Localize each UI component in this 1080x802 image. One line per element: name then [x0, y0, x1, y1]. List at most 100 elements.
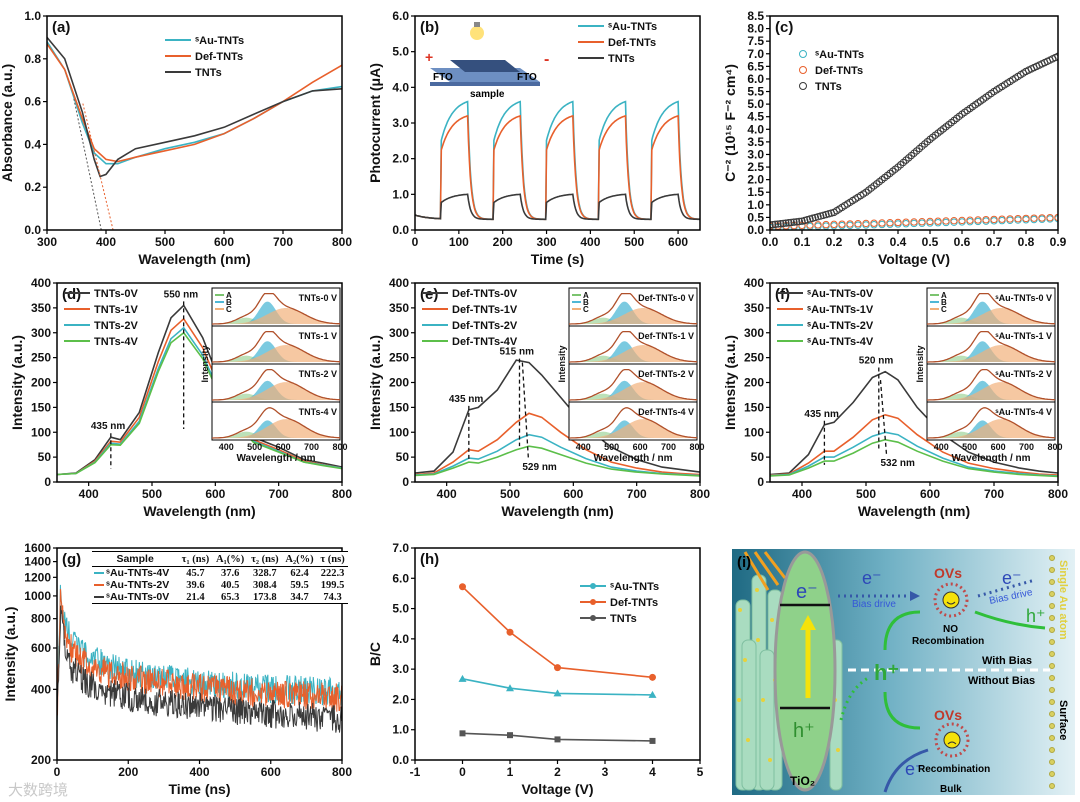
table-row: ˢAu-TNTs-2V 39.6 40.5 308.4 59.5 199.5	[92, 579, 348, 591]
y-tick-label: 6.5	[747, 59, 764, 73]
cell-text: 173.8	[253, 591, 277, 603]
excitation-arrowhead	[800, 615, 816, 630]
x-tick-label: 5	[697, 765, 704, 779]
y-tick-label: 50	[396, 450, 410, 464]
x-tick-label: 600	[261, 765, 281, 779]
fitted-curve	[212, 407, 340, 439]
au-atom-dot	[1049, 603, 1055, 609]
col-header: A₁(%)	[212, 551, 248, 567]
y-tick-label: 150	[31, 400, 51, 414]
fitted-curve	[569, 330, 698, 363]
legend-swatch	[94, 572, 104, 575]
legend-entry: TNTs	[799, 81, 842, 93]
x-tick-label: 700	[273, 235, 293, 249]
y-tick-label: 5.5	[747, 85, 764, 99]
data-point	[507, 732, 513, 739]
y-tick-label: 250	[31, 351, 51, 365]
plot-frame	[769, 15, 1059, 231]
x-tick-label: 500	[856, 487, 876, 501]
series-line-2	[415, 193, 700, 221]
inset-x-tick-label: 700	[1019, 442, 1034, 452]
fitted-curve	[927, 368, 1055, 401]
smiley-icon	[942, 591, 960, 609]
y-tick-label: 1200	[24, 570, 51, 584]
watermark-logo: 大数跨境	[8, 781, 68, 799]
inset-legend-label: B	[941, 298, 947, 307]
y-tick-label: 2.0	[392, 152, 409, 166]
plot-frame	[46, 15, 343, 231]
legend-label: TNTs	[610, 613, 637, 625]
peak-a	[212, 317, 340, 324]
y-tick-label: 1000	[24, 589, 51, 603]
y-tick-label: 2.0	[747, 173, 764, 187]
data-point	[649, 737, 656, 744]
y-tick-label: 0.2	[24, 180, 41, 194]
hole-up-arrow	[883, 610, 921, 651]
data-point	[784, 219, 793, 227]
y-tick-label: 100	[31, 425, 51, 439]
x-tick-label: 800	[690, 487, 710, 501]
x-tick-label: 0.3	[858, 235, 875, 249]
data-point	[1006, 215, 1014, 223]
au-atom-dot	[1049, 663, 1055, 669]
x-tick-label: 400	[96, 235, 116, 249]
plot-area	[770, 370, 1058, 478]
legend-entry: ˢAu-TNTs	[578, 21, 657, 33]
legend-label: Def-TNTs	[815, 65, 863, 77]
au-atom-dot	[1049, 567, 1055, 573]
legend-entry: TNTs-1V	[64, 304, 138, 316]
peak-a	[569, 393, 697, 400]
y-axis-label: Intensity (a.u.)	[367, 335, 383, 430]
data-point	[459, 730, 466, 737]
tio2-label: TiO₂	[790, 774, 815, 788]
legend-entry: TNTs	[165, 67, 222, 79]
x-tick-label: -1	[410, 765, 421, 779]
legend-label: Def-TNTs	[608, 37, 656, 49]
x-tick-label: 0.5	[922, 235, 939, 249]
inset-legend-label: A	[226, 291, 232, 300]
peak-a	[927, 355, 1055, 362]
peak-c	[927, 419, 1055, 438]
y-tick-label: 350	[389, 301, 409, 315]
data-point	[870, 219, 878, 227]
legend-entry: Def-TNTs	[580, 597, 658, 609]
y-tick-label: 0	[44, 475, 51, 489]
annotation-label: 520 nm	[859, 356, 894, 367]
au-atom-dot	[1049, 651, 1055, 657]
panel-label: (c)	[775, 19, 793, 36]
bias-drive-arrow-2	[977, 578, 1036, 598]
x-tick-label: 800	[332, 235, 352, 249]
peak-a	[569, 355, 697, 362]
sample-cell: ˢAu-TNTs-0V	[92, 591, 179, 604]
data-point	[554, 736, 561, 743]
inset-legend-label: B	[226, 298, 232, 307]
annotation-label: 532 nm	[880, 458, 915, 469]
x-tick-label: 0.1	[794, 235, 811, 249]
y-tick-label: 0	[757, 475, 764, 489]
x-axis-label: Wavelength (nm)	[858, 503, 970, 519]
y-tick-label: 300	[389, 326, 409, 340]
series-line-0	[415, 100, 700, 221]
inset-subplot-title: ˢAu-TNTs-0 V	[995, 293, 1052, 303]
x-tick-label: 0.9	[1050, 235, 1067, 249]
deconvolution-inset: ˢAu-TNTs-0 V ˢAu-TNTs-1 V ˢAu-TNTs-2 V ˢAu-…	[915, 287, 1063, 464]
y-tick-label: 6.0	[392, 571, 409, 585]
legend-marker	[590, 583, 596, 589]
x-tick-label: 400	[437, 487, 457, 501]
x-tick-label: 800	[1048, 487, 1068, 501]
legend-label: ˢAu-TNTs	[195, 35, 244, 47]
au-atom-dot	[1049, 639, 1055, 645]
y-tick-label: 4.5	[747, 110, 764, 124]
annotation-label: 435 nm	[804, 409, 839, 420]
fitted-curve	[927, 292, 1056, 325]
inset-subplot-title: TNTs-1 V	[299, 331, 337, 341]
data-point	[894, 218, 902, 227]
data-point	[795, 217, 804, 226]
panel-f: 520 nm 435 nm 532 nm 400 500 600 700 800 0 50 100 1…	[722, 276, 1068, 519]
data-point	[506, 684, 514, 692]
series-line-1	[57, 317, 342, 476]
panel-h: -1 0 1 2 3 4 5 0.0 1.0 2.0 3.0 4.0 5.0 6.0 7.0 Voltage …	[367, 541, 704, 797]
data-point	[1014, 214, 1022, 223]
legend-label: ˢAu-TNTs	[608, 21, 657, 33]
value-cell: 59.5	[282, 579, 317, 591]
